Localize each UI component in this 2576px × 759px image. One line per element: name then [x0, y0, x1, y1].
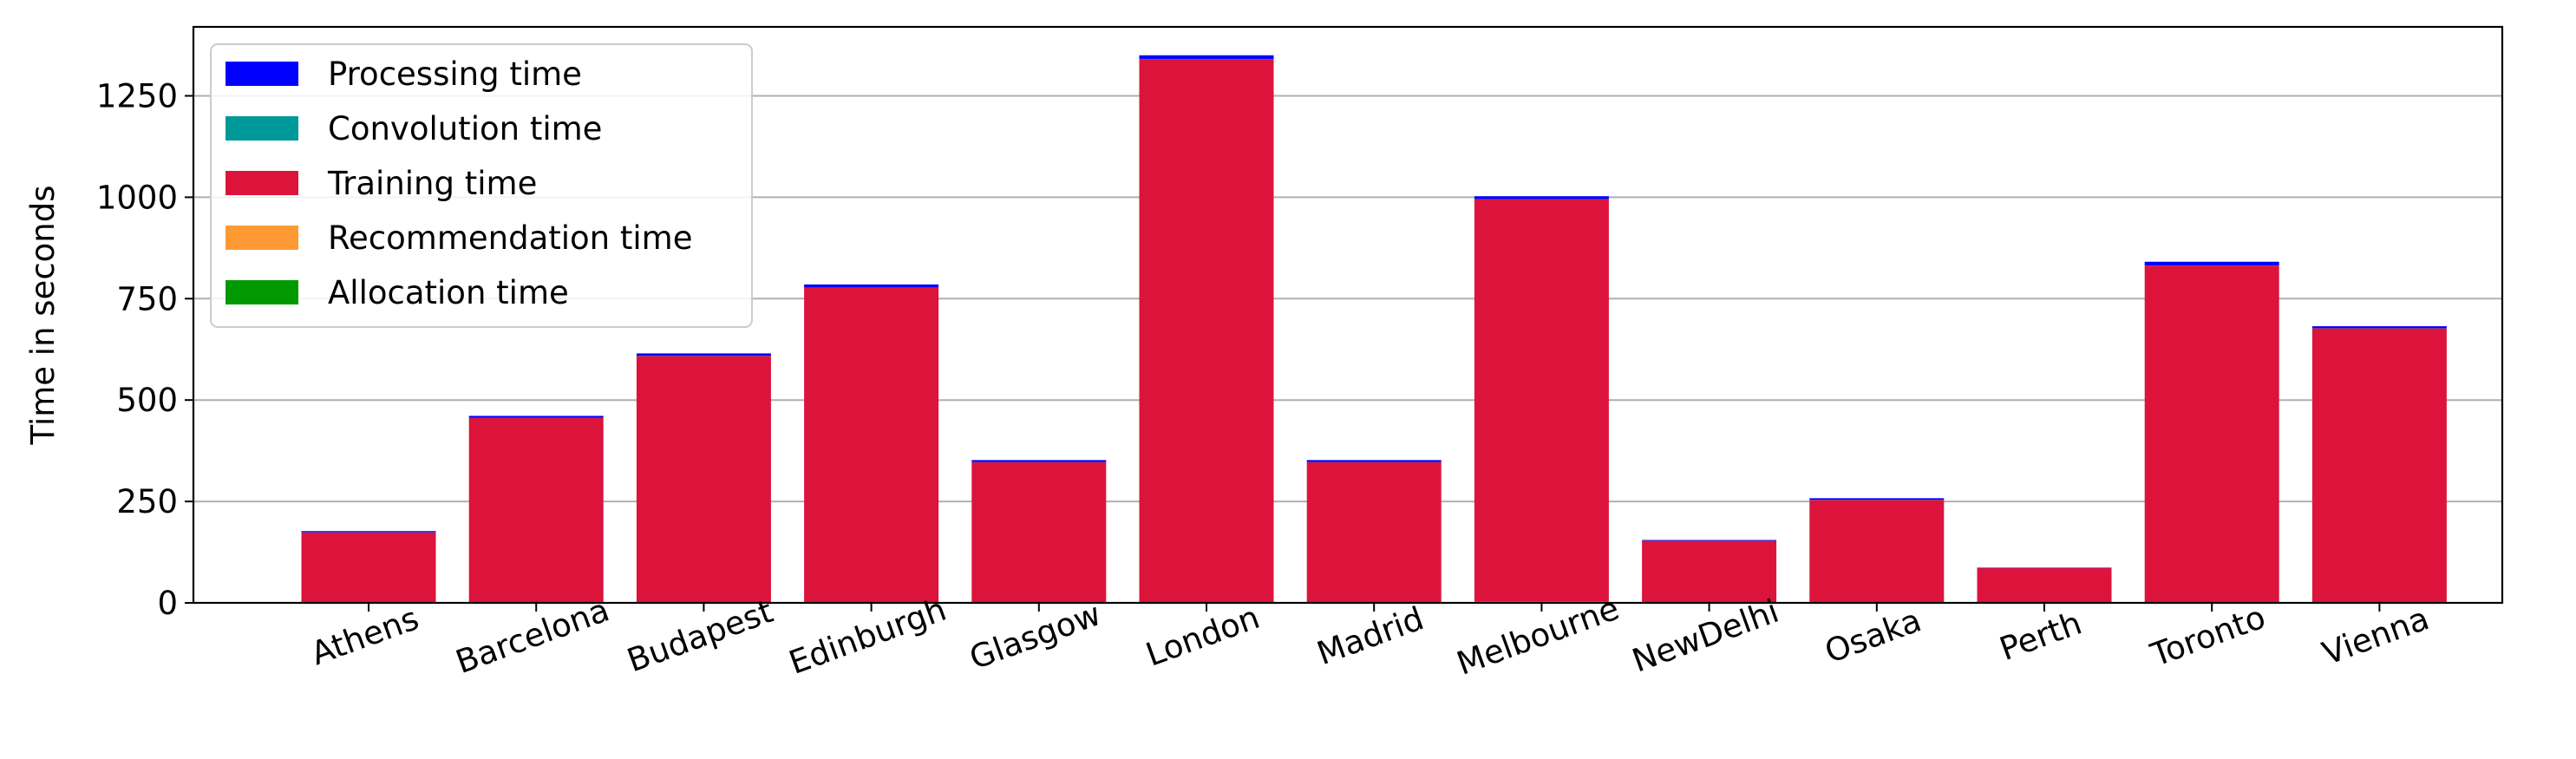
- bar-training-time: [971, 462, 1106, 603]
- bar-processing-time: [971, 460, 1106, 461]
- y-tick-label: 0: [157, 585, 178, 622]
- bar-processing-time: [1307, 460, 1442, 461]
- legend-swatch: [226, 226, 298, 250]
- bar-training-time: [1978, 568, 2112, 603]
- bar-training-time: [1809, 500, 1944, 602]
- y-axis: 0 250 500 750 1000 1250: [96, 77, 193, 622]
- legend-swatch: [226, 280, 298, 304]
- x-tick-label: Glasgow: [964, 595, 1106, 677]
- legend-swatch: [226, 171, 298, 195]
- bar-processing-time: [1642, 540, 1776, 541]
- bar-training-time: [1474, 200, 1609, 601]
- y-tick-label: 750: [116, 280, 178, 317]
- x-tick-label: Madrid: [1312, 599, 1429, 672]
- bar-training-time: [1140, 59, 1274, 603]
- bar-training-time: [302, 533, 436, 603]
- bar-training-time: [1307, 462, 1442, 603]
- x-tick-label: Athens: [306, 599, 423, 672]
- legend-label: Allocation time: [328, 274, 569, 311]
- bar-processing-time: [1809, 498, 1944, 500]
- x-tick-label: Osaka: [1820, 601, 1925, 671]
- bar-processing-time: [469, 415, 604, 417]
- bar-training-time: [2145, 265, 2279, 603]
- legend-label: Recommendation time: [328, 219, 692, 257]
- x-tick-label: Perth: [1995, 604, 2087, 668]
- x-tick-label: London: [1141, 599, 1265, 674]
- bar-processing-time: [302, 531, 436, 532]
- bar-processing-time: [2145, 262, 2279, 265]
- bar-processing-time: [1474, 196, 1609, 199]
- legend-swatch: [226, 62, 298, 86]
- bar-training-time: [469, 418, 604, 603]
- bar-processing-time: [2312, 326, 2447, 328]
- y-axis-title: Time in seconds: [24, 185, 62, 445]
- legend: Processing time Convolution time Training …: [211, 44, 752, 327]
- bar-training-time: [2312, 329, 2447, 603]
- bar-training-time: [1642, 541, 1776, 603]
- bar-processing-time: [637, 353, 771, 356]
- bar-training-time: [804, 288, 938, 603]
- bar-processing-time: [804, 285, 938, 288]
- bar-processing-time: [1140, 56, 1274, 59]
- x-tick-label: Budapest: [623, 592, 778, 679]
- y-tick-label: 1250: [96, 77, 178, 115]
- legend-label: Processing time: [328, 56, 582, 93]
- x-tick-label: Edinburgh: [784, 591, 951, 682]
- x-tick-label: Toronto: [2145, 599, 2270, 674]
- legend-label: Training time: [327, 165, 537, 202]
- legend-swatch: [226, 116, 298, 141]
- y-tick-label: 1000: [96, 179, 178, 216]
- x-tick-label: Barcelona: [451, 591, 614, 681]
- x-tick-label: Vienna: [2318, 599, 2434, 672]
- y-tick-label: 500: [116, 382, 178, 419]
- legend-label: Convolution time: [328, 110, 602, 147]
- x-tick-label: NewDelhi: [1627, 592, 1783, 680]
- y-tick-label: 250: [116, 483, 178, 520]
- bar-training-time: [637, 356, 771, 602]
